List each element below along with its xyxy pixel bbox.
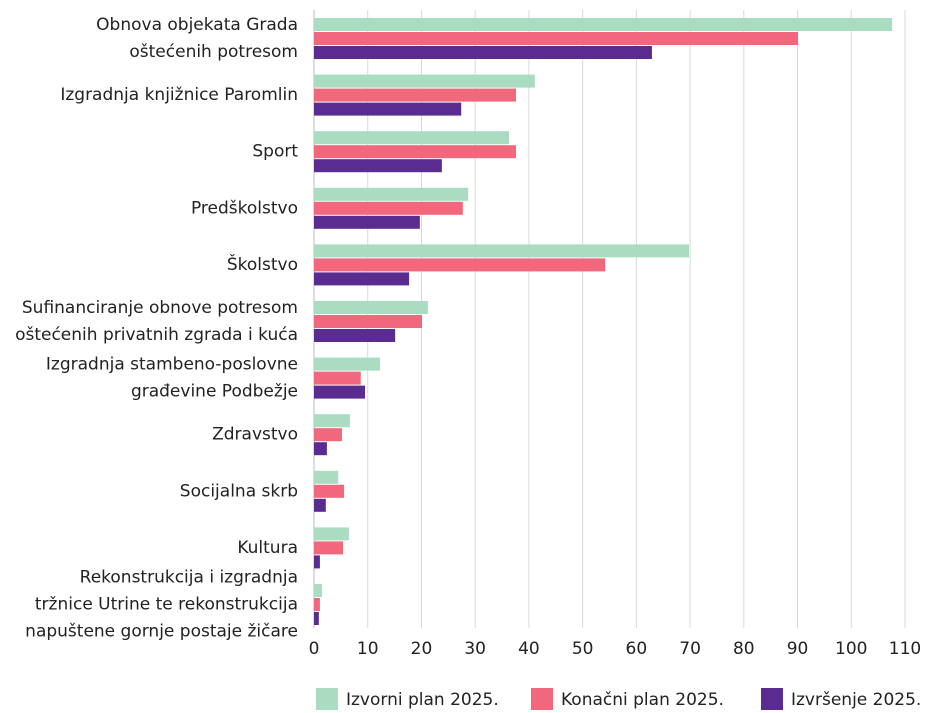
bar xyxy=(314,131,510,145)
bar xyxy=(314,215,420,229)
bar xyxy=(314,301,428,314)
category-label-line: napuštene gornje postaje žičare xyxy=(25,622,298,642)
legend-swatch xyxy=(761,688,783,710)
x-tick-label: 30 xyxy=(464,639,486,659)
bar xyxy=(314,74,535,88)
bar xyxy=(314,442,327,456)
x-tick-label: 10 xyxy=(357,639,379,659)
x-tick-label: 70 xyxy=(679,639,701,659)
bar xyxy=(314,258,606,272)
category-label-line: oštećenih privatnih zgrada i kuća xyxy=(15,325,298,345)
bar xyxy=(314,357,381,371)
x-tick-label: 90 xyxy=(787,639,809,659)
bar xyxy=(314,315,422,328)
x-tick-label: 110 xyxy=(889,639,921,659)
bar xyxy=(314,201,463,215)
category-label-line: Kultura xyxy=(237,538,298,558)
bar xyxy=(314,102,462,116)
x-tick-label: 0 xyxy=(309,639,320,659)
legend-label: Izvršenje 2025. xyxy=(791,690,921,710)
bar xyxy=(314,498,326,512)
bar xyxy=(314,527,349,541)
category-label: Kultura xyxy=(237,538,298,558)
bar xyxy=(314,272,410,286)
category-label: Predškolstvo xyxy=(191,198,298,218)
bar xyxy=(314,88,517,102)
bar xyxy=(314,612,319,625)
category-label: Izgradnja stambeno-poslovne građevine Pod… xyxy=(46,355,298,402)
bar xyxy=(314,484,345,498)
category-label-line: građevine Podbežje xyxy=(131,382,298,402)
category-label-line: Obnova objekata Grada xyxy=(96,15,298,35)
category-label-line: Školstvo xyxy=(227,253,298,275)
bar xyxy=(314,371,361,385)
legend-label: Konačni plan 2025. xyxy=(561,690,724,710)
bar xyxy=(314,32,799,45)
category-label-line: Predškolstvo xyxy=(191,198,298,218)
bar xyxy=(314,244,690,258)
x-tick-label: 40 xyxy=(518,639,540,659)
category-label-line: Izgradnja stambeno-poslovne xyxy=(46,355,298,375)
bar xyxy=(314,187,469,201)
category-label-line: Izgradnja knjižnice Paromlin xyxy=(60,85,298,105)
category-label-line: Socijalna skrb xyxy=(180,481,298,501)
x-tick-label: 50 xyxy=(572,639,594,659)
category-label: Sport xyxy=(252,142,298,162)
category-label-line: oštećenih potresom xyxy=(129,42,298,62)
category-label: Izgradnja knjižnice Paromlin xyxy=(60,85,298,105)
bar xyxy=(314,145,517,159)
category-label-line: Sport xyxy=(252,142,298,162)
bar xyxy=(314,428,342,442)
category-label: Sufinanciranje obnove potresom oštećenih … xyxy=(15,298,298,345)
x-tick-label: 60 xyxy=(626,639,648,659)
category-label: Zdravstvo xyxy=(212,425,298,445)
category-label: Obnova objekata Grada oštećenih potresom xyxy=(96,15,298,62)
bar xyxy=(314,555,320,569)
category-label-line: tržnice Utrine te rekonstrukcija xyxy=(35,595,298,615)
category-label: Socijalna skrb xyxy=(180,481,298,501)
category-label-line: Rekonstrukcija i izgradnja xyxy=(80,568,298,588)
legend-swatch xyxy=(316,688,338,710)
category-label-line: Sufinanciranje obnove potresom xyxy=(22,298,298,318)
category-label: Školstvo xyxy=(227,253,298,275)
x-tick-label: 80 xyxy=(733,639,755,659)
bar xyxy=(314,329,396,342)
bar xyxy=(314,584,323,597)
legend-label: Izvorni plan 2025. xyxy=(346,690,499,710)
bar xyxy=(314,18,893,31)
bar xyxy=(314,385,366,399)
bar xyxy=(314,541,344,555)
category-label-line: Zdravstvo xyxy=(212,425,298,445)
x-tick-label: 100 xyxy=(835,639,867,659)
legend-swatch xyxy=(531,688,553,710)
bar xyxy=(314,46,652,59)
bar xyxy=(314,414,350,428)
x-tick-label: 20 xyxy=(411,639,433,659)
bar xyxy=(314,598,320,611)
bar xyxy=(314,159,442,173)
bar xyxy=(314,470,339,484)
category-label: Rekonstrukcija i izgradnja tržnice Utrine… xyxy=(25,568,298,642)
